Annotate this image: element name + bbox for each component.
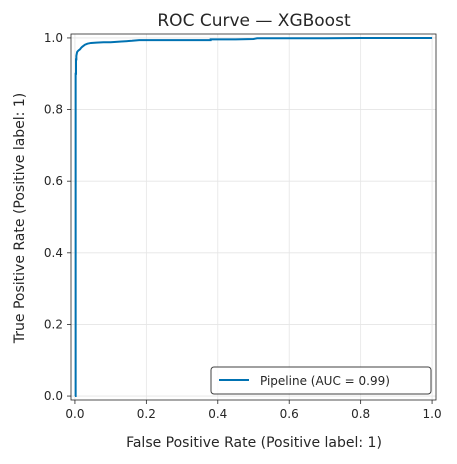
series-layer: [74, 36, 433, 398]
roc-curve-line: [74, 36, 433, 398]
y-tick-label: 0.8: [44, 103, 63, 117]
legend-box: [210, 366, 432, 395]
chart-title: ROC Curve — XGBoost: [157, 11, 351, 31]
x-tick-label: 0.4: [208, 407, 227, 421]
y-tick-label: 0.6: [44, 174, 63, 188]
y-tick-label: 1.0: [44, 31, 63, 45]
x-tick-label: 0.2: [137, 407, 156, 421]
x-tick-label: 0.8: [351, 407, 370, 421]
grid: [71, 34, 436, 400]
x-tick-label: 0.6: [280, 407, 299, 421]
plot-frame: [70, 33, 437, 401]
y-tick-label: 0.0: [44, 389, 63, 403]
x-axis-label: False Positive Rate (Positive label: 1): [126, 435, 382, 451]
y-tick-label: 0.4: [44, 246, 63, 260]
y-axis-label: True Positive Rate (Positive label: 1): [12, 93, 28, 344]
legend: Pipeline (AUC = 0.99): [210, 366, 432, 395]
x-tick-label: 1.0: [423, 407, 442, 421]
x-axis-ticks: 0.0 0.2 0.4 0.6 0.8 1.0: [65, 400, 442, 421]
legend-entry-label: Pipeline (AUC = 0.99): [260, 374, 390, 388]
y-tick-label: 0.2: [44, 317, 63, 331]
y-axis-ticks: 0.0 0.2 0.4 0.6 0.8 1.0: [44, 31, 71, 403]
x-tick-label: 0.0: [65, 407, 84, 421]
